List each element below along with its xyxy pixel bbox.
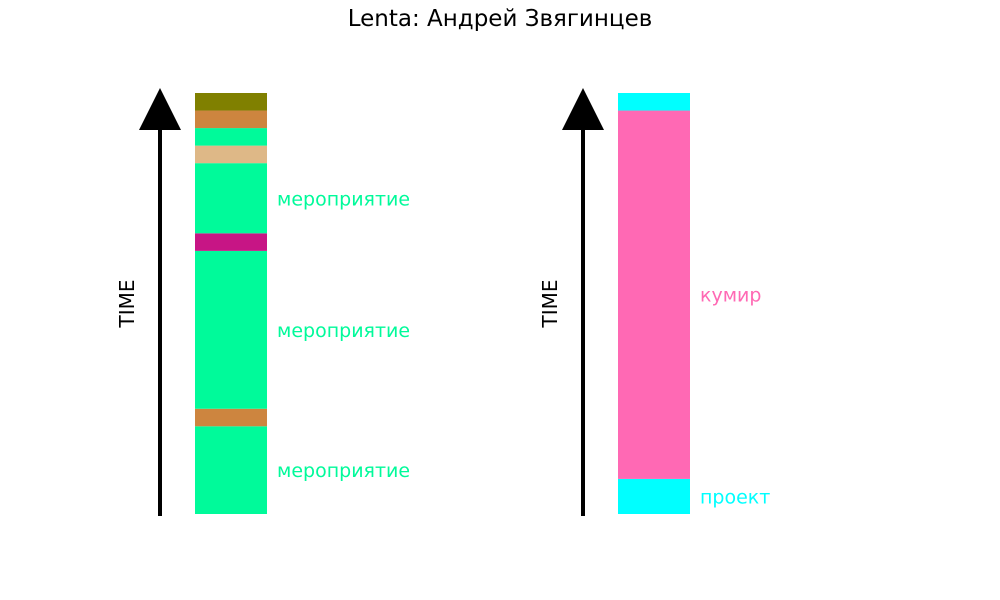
timeline-segment [195, 408, 267, 427]
timeline-segment [618, 110, 690, 479]
segment-label: мероприятие [277, 188, 410, 210]
time-axis-arrowhead [562, 88, 604, 130]
timeline-segment [618, 93, 690, 111]
timeline-segment [195, 128, 267, 146]
segment-label: мероприятие [277, 320, 410, 342]
timeline-panel-left: TIME мероприятие мероприятие мероприятие [115, 88, 410, 516]
time-axis-label: TIME [538, 279, 562, 328]
time-axis-arrowhead [139, 88, 181, 130]
timeline-segment [195, 233, 267, 251]
timeline-segment [195, 163, 267, 234]
timeline-segment [195, 110, 267, 129]
timeline-segment [195, 93, 267, 111]
timeline-segment [195, 250, 267, 409]
timeline-segment [195, 426, 267, 514]
segment-label: проект [700, 486, 770, 508]
chart-title: Lenta: Андрей Звягинцев [347, 6, 653, 32]
segment-label: мероприятие [277, 460, 410, 482]
timeline-segment [195, 145, 267, 164]
segment-label: кумир [700, 285, 761, 307]
timeline-segment [618, 478, 690, 514]
timeline-panel-right: TIME проект кумир [538, 88, 770, 516]
time-axis-label: TIME [115, 279, 139, 328]
